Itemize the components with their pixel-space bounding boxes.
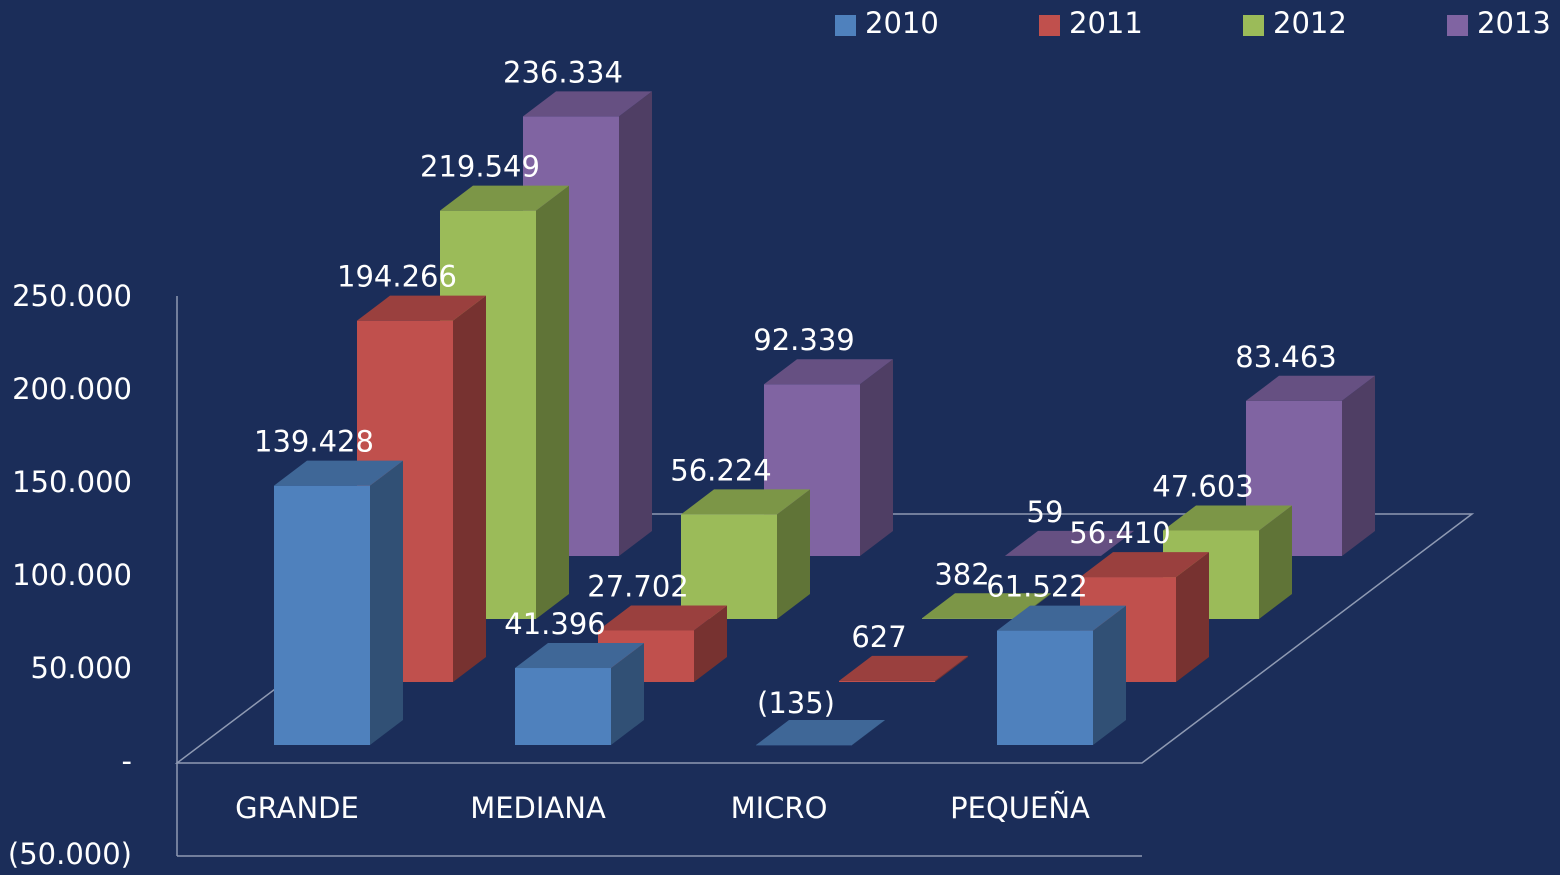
bar-side	[1342, 375, 1375, 556]
legend-label: 2012	[1273, 6, 1347, 40]
legend-label: 2010	[865, 6, 939, 40]
bar-side	[370, 460, 403, 745]
y-tick-label: 200.000	[12, 372, 132, 406]
bar-top	[523, 91, 652, 117]
bar-top	[357, 295, 486, 321]
y-tick-label: 150.000	[12, 465, 132, 499]
bar-top	[922, 593, 1051, 619]
y-tick-label: 50.000	[31, 651, 132, 685]
legend-label: 2011	[1069, 6, 1143, 40]
data-label: 139.428	[254, 425, 374, 459]
bar-top	[1246, 375, 1375, 401]
data-label: 41.396	[504, 607, 605, 641]
bar-top	[997, 605, 1126, 631]
bar-side	[694, 605, 727, 682]
legend-swatch	[1447, 15, 1468, 36]
bar-top	[1163, 505, 1292, 531]
bar-side	[777, 489, 810, 619]
bar	[839, 680, 935, 682]
data-label: 56.224	[670, 453, 771, 487]
data-label: 219.549	[420, 150, 540, 184]
bar	[274, 485, 370, 745]
bar	[681, 514, 777, 619]
bar-side	[860, 359, 893, 556]
y-tick-label: (50.000)	[8, 837, 132, 871]
x-tick-label: GRANDE	[235, 791, 359, 825]
bar-side	[852, 720, 885, 746]
bar	[922, 618, 1018, 619]
x-tick-label: MEDIANA	[470, 791, 606, 825]
bar-top	[440, 185, 569, 211]
data-label: 47.603	[1152, 469, 1253, 503]
bar-side	[1259, 505, 1292, 619]
bar-top	[274, 460, 403, 486]
data-label: 236.334	[503, 55, 623, 89]
bar	[515, 668, 611, 745]
bar-side	[453, 295, 486, 682]
bar-top	[1005, 530, 1134, 556]
bar-top	[764, 359, 893, 385]
bar	[997, 630, 1093, 745]
data-label: 382	[934, 557, 989, 591]
data-label: 56.410	[1069, 516, 1170, 550]
bar-top	[839, 655, 968, 681]
x-tick-label: MICRO	[731, 791, 828, 825]
bar-side	[1176, 552, 1209, 682]
bar-top	[681, 489, 810, 515]
bar-top	[515, 643, 644, 669]
legend-swatch	[1243, 15, 1264, 36]
data-label: 627	[851, 620, 906, 654]
y-tick-label: 250.000	[12, 279, 132, 313]
legend-swatch	[1039, 15, 1060, 36]
bar-side	[611, 643, 644, 745]
bar-side	[536, 185, 569, 619]
x-tick-label: PEQUEÑA	[950, 791, 1090, 825]
legend-swatch	[835, 15, 856, 36]
data-label: 59	[1027, 495, 1064, 529]
data-label: 83.463	[1235, 340, 1336, 374]
data-label: 61.522	[986, 570, 1087, 604]
legend-label: 2013	[1477, 6, 1551, 40]
bar-top	[598, 605, 727, 631]
bar-top	[756, 720, 885, 745]
bar-side	[1101, 530, 1134, 556]
bar-top	[1080, 552, 1209, 578]
data-label: 27.702	[587, 569, 688, 603]
data-label: (135)	[757, 686, 835, 720]
bar-side	[619, 91, 652, 556]
bar-side	[1093, 605, 1126, 745]
data-label: 92.339	[753, 323, 854, 357]
bar-side	[935, 655, 968, 682]
data-label: 194.266	[337, 260, 457, 294]
y-tick-label: 100.000	[12, 558, 132, 592]
y-tick-label: -	[122, 744, 132, 778]
